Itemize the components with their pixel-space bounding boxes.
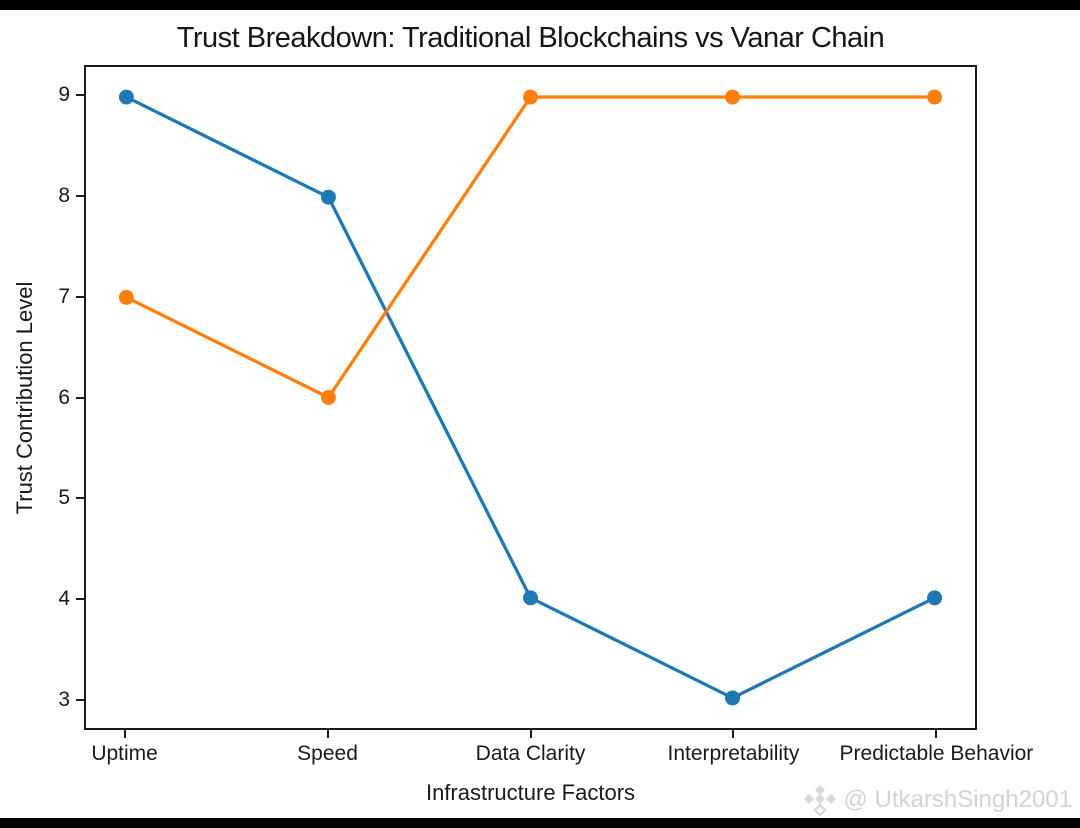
top-black-bar bbox=[0, 0, 1080, 10]
bottom-black-bar bbox=[0, 818, 1080, 828]
x-tick-mark bbox=[529, 730, 532, 738]
data-point-marker bbox=[118, 89, 134, 105]
y-tick-mark bbox=[76, 396, 84, 399]
y-tick-mark bbox=[76, 598, 84, 600]
line-chart bbox=[118, 89, 943, 706]
plot-area bbox=[84, 65, 977, 730]
y-tick-label: 6 bbox=[58, 385, 70, 409]
y-tick-mark bbox=[76, 295, 84, 298]
data-point-marker bbox=[927, 590, 943, 606]
data-point-marker bbox=[523, 89, 538, 105]
y-tick-mark bbox=[76, 698, 84, 701]
series-line bbox=[125, 95, 936, 700]
x-tick-mark bbox=[732, 730, 735, 738]
x-tick-mark bbox=[935, 730, 938, 738]
data-point-marker bbox=[927, 89, 943, 105]
y-tick-label: 9 bbox=[58, 83, 70, 107]
y-tick-label: 3 bbox=[58, 687, 70, 711]
y-tick-label: 5 bbox=[58, 486, 70, 510]
chart-title: Trust Breakdown: Traditional Blockchains… bbox=[176, 22, 885, 54]
data-point-marker bbox=[725, 89, 741, 105]
y-tick-label: 4 bbox=[58, 587, 70, 610]
y-tick-mark bbox=[76, 94, 84, 97]
x-tick-label: Interpretability bbox=[667, 742, 800, 765]
x-tick-label: Data Clarity bbox=[475, 742, 586, 765]
x-tick-label: Predictable Behavior bbox=[839, 742, 1034, 765]
data-point-marker bbox=[320, 390, 336, 405]
data-point-marker bbox=[320, 189, 336, 205]
y-tick-mark bbox=[76, 194, 84, 197]
x-tick-mark bbox=[123, 730, 126, 738]
y-tick-mark bbox=[76, 497, 84, 500]
x-tick-label: Uptime bbox=[91, 742, 158, 765]
y-tick-label: 8 bbox=[58, 183, 70, 207]
x-tick-mark bbox=[326, 730, 329, 738]
series-line bbox=[125, 95, 935, 400]
data-point-marker bbox=[725, 690, 741, 706]
x-axis-label: Infrastructure Factors bbox=[425, 780, 636, 805]
x-tick-label: Speed bbox=[297, 742, 358, 765]
y-tick-label: 7 bbox=[58, 284, 70, 308]
watermark: @ UtkarshSingh2001 bbox=[803, 784, 1073, 817]
watermark-text: @ UtkarshSingh2001 bbox=[843, 786, 1073, 813]
data-point-marker bbox=[523, 590, 538, 606]
data-point-marker bbox=[118, 289, 134, 305]
diamond-logo-icon bbox=[803, 784, 837, 817]
